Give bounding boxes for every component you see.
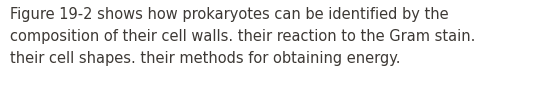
- Text: Figure 19-2 shows how prokaryotes can be identified by the
composition of their : Figure 19-2 shows how prokaryotes can be…: [10, 7, 475, 66]
